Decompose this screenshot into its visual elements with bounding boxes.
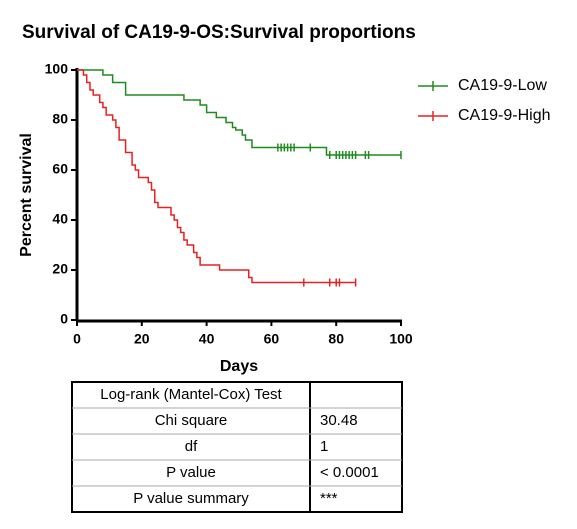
x-tick-label: 100 — [389, 331, 413, 347]
table-cell: Log-rank (Mantel-Cox) Test — [100, 386, 282, 403]
stats-table: Log-rank (Mantel-Cox) Test Chi square 30.4… — [71, 381, 403, 513]
table-cell: Chi square — [155, 412, 228, 429]
x-tick-label: 20 — [134, 331, 150, 347]
legend-label: CA19-9-High — [458, 107, 550, 124]
y-tick-label: 40 — [52, 211, 68, 227]
x-tick-label: 80 — [328, 331, 344, 347]
chart-title: Survival of CA19-9-OS:Survival proportio… — [22, 22, 416, 43]
table-cell: P value — [166, 464, 216, 481]
table-cell: *** — [320, 490, 338, 507]
table-border — [71, 381, 403, 513]
table-cell: P value summary — [133, 490, 249, 507]
table-cell: 1 — [320, 438, 328, 455]
legend-label: CA19-9-Low — [458, 77, 547, 94]
y-axis-label: Percent survival — [18, 133, 35, 257]
table-cell: df — [185, 438, 198, 455]
survival-line — [77, 69, 401, 156]
survival-line — [77, 69, 356, 284]
y-tick-label: 100 — [45, 61, 69, 77]
x-tick-label: 60 — [264, 331, 280, 347]
x-axis-label: Days — [220, 358, 258, 375]
table-cell: 30.48 — [320, 412, 358, 429]
x-tick-label: 0 — [73, 331, 81, 347]
table-cell: < 0.0001 — [320, 464, 379, 481]
y-tick-label: 60 — [52, 161, 68, 177]
x-tick-label: 40 — [199, 331, 215, 347]
y-tick-label: 20 — [52, 261, 68, 277]
y-tick-label: 0 — [60, 311, 68, 327]
y-tick-label: 80 — [52, 111, 68, 127]
